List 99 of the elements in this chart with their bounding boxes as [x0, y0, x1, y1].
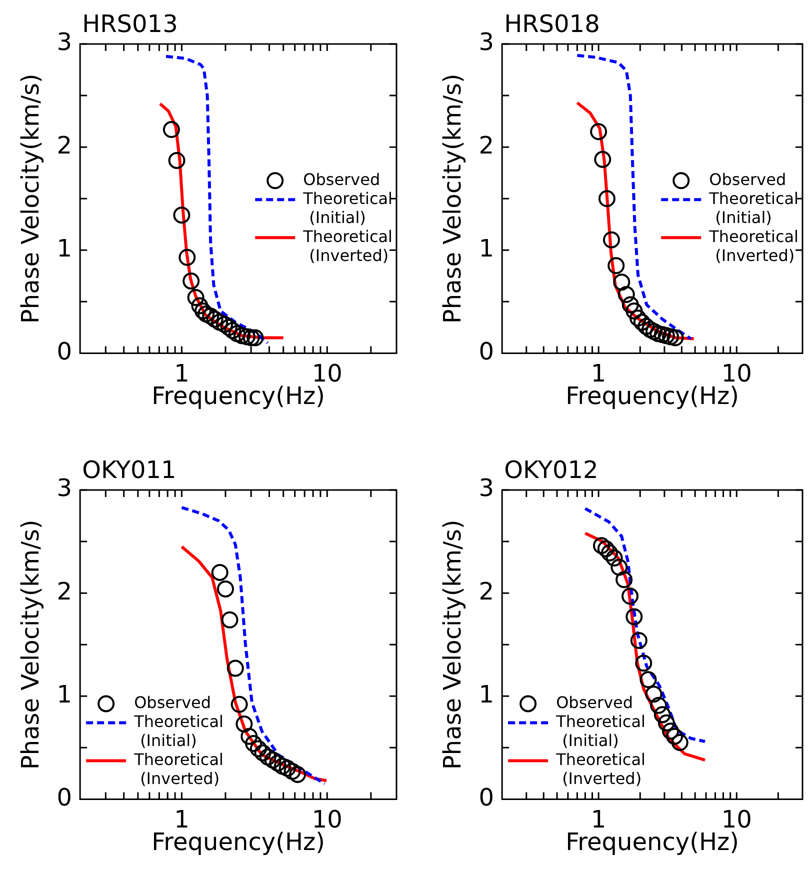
point	[162, 121, 180, 138]
point	[622, 296, 639, 314]
legend-label: Theoretical (Initial)	[133, 712, 224, 750]
y-tick-label: 3	[478, 28, 494, 56]
point	[191, 297, 208, 314]
y-tick-label: 0	[56, 337, 72, 366]
point	[610, 558, 628, 576]
point	[246, 329, 264, 346]
chart-title: OKY011	[82, 456, 176, 484]
point	[274, 758, 291, 775]
point	[635, 654, 652, 672]
point	[168, 152, 186, 169]
point	[622, 588, 639, 605]
point	[202, 308, 220, 325]
point	[642, 320, 659, 338]
point	[613, 274, 630, 291]
y-tick-label: 1	[478, 234, 494, 262]
point	[216, 580, 234, 598]
y-axis-title: Phase Velocity(km/s)	[16, 74, 45, 324]
legend-label: Theoretical (Inverted)	[708, 226, 799, 265]
point	[629, 310, 646, 327]
point	[592, 537, 610, 554]
point	[626, 608, 643, 626]
y-tick-label: 2	[478, 131, 494, 160]
point	[220, 318, 238, 336]
point	[597, 540, 614, 558]
point	[601, 544, 618, 562]
y-tick-label: 1	[478, 680, 494, 708]
legend-label: Theoretical (Inverted)	[133, 750, 224, 788]
y-tick-label: 2	[478, 577, 494, 606]
point	[236, 715, 253, 732]
y-tick-label: 2	[56, 131, 72, 160]
point	[626, 302, 643, 320]
y-axis-title: Phase Velocity(km/s)	[16, 520, 45, 770]
point	[238, 328, 256, 346]
point	[608, 257, 625, 274]
point	[254, 744, 272, 762]
chart-title: HRS018	[504, 10, 600, 38]
point	[598, 190, 616, 208]
legend-label: Theoretical (Initial)	[302, 188, 393, 227]
point	[658, 327, 675, 344]
point	[173, 206, 190, 224]
point	[278, 760, 296, 777]
legend-label: Observed	[709, 170, 786, 189]
y-tick-label: 0	[478, 337, 494, 366]
point	[666, 728, 684, 745]
y-tick-label: 0	[478, 783, 494, 812]
point	[224, 322, 242, 340]
point	[654, 706, 671, 724]
y-tick-label: 1	[56, 234, 72, 262]
point	[671, 734, 688, 752]
point	[606, 550, 623, 567]
y-tick-label: 1	[56, 680, 72, 708]
point	[633, 314, 650, 331]
legend-label: Observed	[556, 692, 634, 712]
legend-label: Theoretical (Initial)	[708, 188, 799, 227]
y-tick-label: 2	[56, 577, 72, 606]
point	[264, 752, 282, 769]
point	[666, 329, 684, 346]
y-tick-label: 3	[56, 28, 72, 56]
point	[250, 740, 267, 758]
point	[198, 306, 215, 323]
point	[662, 722, 680, 740]
point	[590, 123, 608, 140]
point	[242, 329, 260, 346]
point	[245, 735, 262, 752]
point	[638, 318, 655, 335]
point	[630, 632, 648, 649]
legend-label: Observed	[134, 692, 212, 712]
point	[211, 314, 228, 331]
point	[602, 231, 620, 248]
point	[216, 316, 234, 333]
legend-label: Observed	[303, 170, 380, 189]
y-axis-title: Phase Velocity(km/s)	[438, 520, 467, 770]
chart-title: OKY012	[504, 456, 598, 484]
point	[211, 564, 228, 581]
legend-label: Theoretical (Inverted)	[555, 750, 646, 788]
point	[645, 686, 662, 703]
point	[662, 328, 680, 346]
point	[226, 660, 244, 677]
point	[594, 150, 612, 168]
point	[640, 671, 657, 688]
chart-title: HRS013	[82, 10, 178, 38]
point	[269, 754, 286, 772]
legend-label: Theoretical (Initial)	[555, 712, 646, 750]
point	[289, 766, 306, 783]
legend-label: Theoretical (Inverted)	[302, 226, 393, 265]
point	[616, 571, 633, 588]
point	[230, 696, 248, 713]
point	[284, 762, 301, 780]
point	[240, 728, 258, 745]
point	[221, 611, 238, 628]
point	[259, 748, 276, 766]
y-tick-label: 0	[56, 783, 72, 812]
y-tick-label: 3	[56, 474, 72, 502]
y-tick-label: 3	[478, 474, 494, 502]
y-axis-title: Phase Velocity(km/s)	[438, 74, 467, 324]
point	[658, 714, 675, 732]
point	[194, 302, 212, 320]
